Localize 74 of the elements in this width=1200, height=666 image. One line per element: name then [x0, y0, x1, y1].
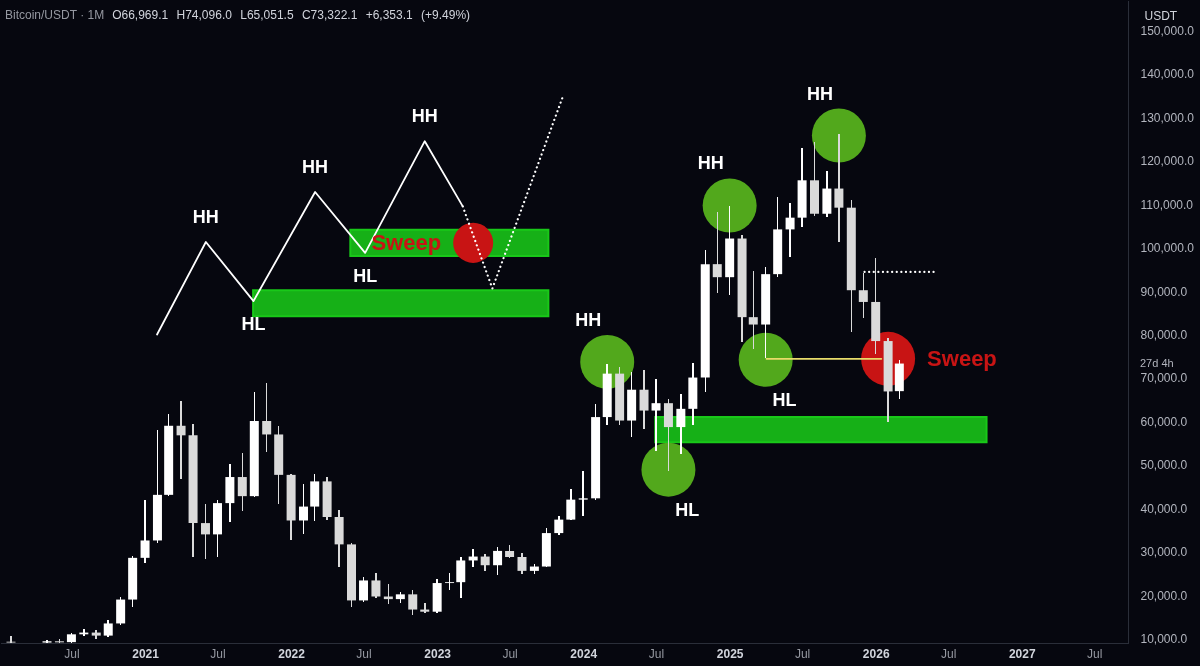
x-tick-label: 2026: [862, 646, 890, 661]
y-tick-label: 50,000.0: [1140, 458, 1188, 473]
text: O66,969.1 H74,096.0 L65,051.5 C73,322.1 +6,353.1 (+9.49%): [112, 8, 471, 22]
y-tick-label: 130,000.0: [1140, 110, 1195, 125]
x-tick-label: Jul: [794, 646, 811, 661]
candlestick: [176, 400, 186, 480]
candlestick: [639, 368, 649, 430]
candlestick: [140, 499, 150, 564]
x-tick-label: 2024: [570, 646, 598, 661]
y-tick-label: 80,000.0: [1140, 328, 1188, 343]
y-tick-label: 120,000.0: [1140, 154, 1195, 169]
candlestick: [456, 556, 466, 599]
candlestick: [578, 469, 588, 517]
x-tick-label: Jul: [940, 646, 957, 661]
annotation: HL: [772, 389, 797, 410]
candlestick: [858, 272, 868, 320]
x-tick-label: Jul: [502, 646, 518, 661]
annotation: HH: [697, 153, 724, 174]
candlestick: [748, 270, 758, 350]
x-tick-label: Jul: [64, 646, 80, 661]
x-tick-label: 2023: [424, 646, 452, 661]
candlestick: [834, 133, 844, 243]
annotation: HL: [675, 499, 700, 520]
x-tick-label: Jul: [210, 646, 226, 661]
candlestick: [517, 552, 527, 576]
candlestick: [663, 398, 673, 472]
text: Bitcoin/USDT · 1M: [5, 8, 105, 22]
candlestick: [566, 488, 576, 521]
y-tick-label: 90,000.0: [1140, 284, 1188, 299]
candlestick: [676, 392, 686, 455]
candlestick: [785, 202, 795, 258]
x-tick-label: Jul: [648, 646, 665, 661]
candlestick: [651, 378, 661, 452]
y-tick-label: 60,000.0: [1140, 414, 1188, 429]
text: 27d 4h: [1140, 356, 1174, 369]
annotation: HH: [575, 309, 602, 330]
candlestick: [712, 211, 722, 295]
candlestick: [408, 589, 418, 616]
series-label: Sweep: [371, 229, 442, 255]
candlestick: [299, 483, 309, 535]
annotation: HL: [353, 265, 378, 286]
text: Sweep: [927, 345, 997, 371]
candlestick: [554, 515, 564, 536]
candlestick: [237, 452, 247, 513]
annotation: HH: [411, 106, 438, 127]
annotation: HH: [192, 206, 219, 227]
candlestick: [6, 635, 16, 644]
candlestick: [420, 602, 430, 614]
x-tick-label: 2021: [132, 646, 160, 661]
x-tick-label: 2027: [1008, 646, 1036, 661]
annotation: HH: [302, 157, 329, 178]
y-tick-label: 20,000.0: [1140, 588, 1188, 603]
y-tick-label: 10,000.0: [1140, 632, 1188, 647]
annotation: HH: [807, 83, 833, 104]
x-tick-label: Jul: [1087, 646, 1103, 661]
y-tick-label: 40,000.0: [1140, 501, 1188, 516]
x-tick-label: Jul: [356, 646, 372, 661]
annotation: HL: [241, 314, 266, 335]
y-tick-label: 150,000.0: [1140, 23, 1195, 38]
candlestick: [262, 382, 272, 454]
x-tick-label: 2025: [716, 646, 744, 661]
candlestick: [116, 596, 126, 626]
candlestick: [359, 576, 369, 603]
y-tick-label: 100,000.0: [1140, 241, 1195, 256]
y-tick-label: 140,000.0: [1140, 67, 1195, 82]
candlestick: [200, 503, 210, 560]
y-tick-label: 70,000.0: [1140, 371, 1188, 386]
x-tick-label: 2022: [278, 646, 306, 661]
candlestick: [91, 629, 101, 640]
y-tick-label: 110,000.0: [1140, 197, 1194, 212]
candlestick: [371, 572, 381, 599]
y-tick-label: 30,000.0: [1140, 545, 1188, 560]
y-axis-title: USDT: [1144, 8, 1178, 23]
candlestick: [493, 545, 503, 576]
